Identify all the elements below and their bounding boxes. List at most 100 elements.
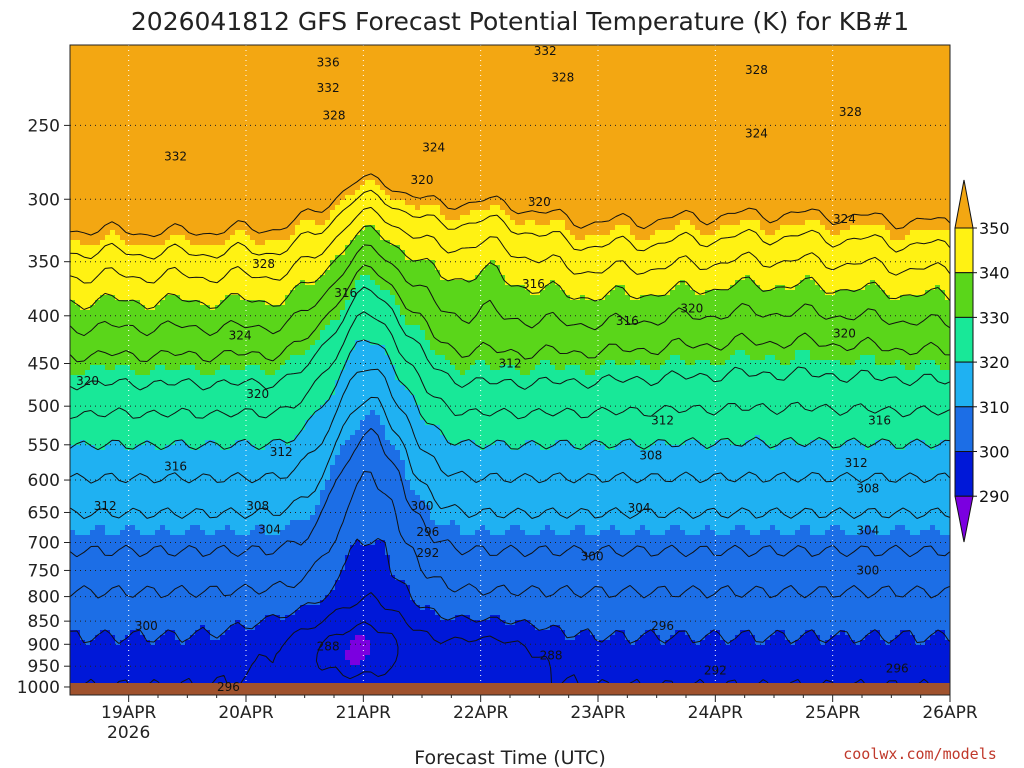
contour-label: 324 (229, 329, 252, 343)
y-tick-label: 900 (28, 635, 60, 655)
contour-312 (70, 396, 950, 520)
contour-label: 288 (317, 640, 340, 654)
y-tick-label: 1000 (17, 678, 60, 698)
contour-label: 316 (522, 277, 545, 291)
contour-label: 312 (651, 414, 674, 428)
contour-label: 316 (164, 459, 187, 473)
colorbar-top-arrow (954, 179, 974, 229)
chart-title: 2026041812 GFS Forecast Potential Temper… (131, 7, 909, 36)
contour-label: 312 (499, 357, 522, 371)
contour-label: 336 (317, 55, 340, 69)
contour-label: 300 (411, 499, 434, 513)
x-axis: 19APR 20APR 21APR 22APR 23APR 24APR 25APR 26APR… (101, 695, 978, 743)
x-year-label: 2026 (107, 723, 150, 743)
contour-label: 304 (258, 523, 281, 537)
contour-300 (70, 537, 950, 644)
colorbar-label: 340 (979, 264, 1010, 283)
contour-label: 296 (886, 661, 909, 675)
y-tick-label: 250 (28, 116, 60, 136)
y-tick-label: 950 (28, 657, 60, 677)
contour-label: 320 (680, 302, 703, 316)
contour-label: 304 (628, 501, 651, 515)
contour-label: 308 (856, 482, 879, 496)
contour-336 (70, 244, 950, 337)
contour-label: 296 (217, 680, 240, 694)
colorbar-segment (954, 227, 974, 274)
colorbar-label: 320 (979, 353, 1010, 372)
colorbar-segment (954, 361, 974, 408)
contour-label: 312 (94, 499, 117, 513)
colorbar: 350 340 330 320 310 300 290 (954, 179, 1010, 543)
contour-340 (70, 225, 950, 310)
contour-label: 332 (317, 81, 340, 95)
x-tick-label: 26APR (922, 703, 978, 723)
contour-352 (70, 173, 950, 238)
colorbar-segment (954, 316, 974, 363)
y-tick-label: 850 (28, 612, 60, 632)
y-tick-label: 650 (28, 503, 60, 523)
colorbar-label: 350 (979, 219, 1010, 238)
contour-label: 328 (252, 257, 275, 271)
contour-label: 328 (839, 105, 862, 119)
contour-label: 324 (833, 212, 856, 226)
contour-labels: 336 332 328 332 324 320 332 328 320 328 324 328 324 3… (76, 44, 909, 694)
contour-label: 320 (411, 173, 434, 187)
contour-324 (70, 311, 950, 420)
x-tick-label: 20APR (218, 703, 274, 723)
contour-lines (70, 173, 950, 695)
x-tick-label: 19APR (101, 703, 157, 723)
contour-304 (70, 471, 950, 599)
contour-label: 320 (528, 195, 551, 209)
contour-label: 300 (581, 550, 604, 564)
contour-label: 300 (135, 619, 158, 633)
colorbar-label: 300 (979, 443, 1010, 462)
colorbar-segment (954, 451, 974, 497)
contour-label: 312 (845, 456, 868, 470)
contour-label: 328 (745, 63, 768, 77)
x-tick-label: 24APR (688, 703, 744, 723)
contour-label: 304 (856, 524, 879, 538)
contour-label: 292 (416, 546, 439, 560)
contour-label: 296 (416, 525, 439, 539)
y-tick-label: 600 (28, 471, 60, 491)
terrain-strip (70, 683, 950, 695)
gridlines (70, 45, 950, 695)
contour-292 (315, 621, 399, 680)
y-axis: 250 300 350 400 450 500 550 600 650 700 750 800 850 9… (17, 116, 70, 698)
y-tick-label: 800 (28, 588, 60, 608)
shaded-bands (70, 45, 950, 695)
contour-label: 332 (534, 44, 557, 58)
y-tick-label: 300 (28, 190, 60, 210)
y-tick-label: 400 (28, 307, 60, 327)
contour-label: 324 (422, 140, 445, 154)
contour-label: 316 (616, 314, 639, 328)
x-tick-label: 25APR (805, 703, 861, 723)
y-tick-label: 500 (28, 397, 60, 417)
contour-label: 328 (551, 70, 574, 84)
contour-label: 316 (868, 414, 891, 428)
x-tick-label: 21APR (336, 703, 392, 723)
x-tick-label: 23APR (570, 703, 626, 723)
contour-348 (70, 189, 950, 260)
x-axis-label: Forecast Time (UTC) (414, 747, 605, 768)
colorbar-segment (954, 406, 974, 452)
contour-label: 316 (334, 286, 357, 300)
contour-label: 312 (270, 445, 293, 459)
y-tick-label: 700 (28, 533, 60, 553)
y-tick-label: 750 (28, 561, 60, 581)
contour-label: 296 (651, 619, 674, 633)
contour-332 (70, 264, 950, 363)
colorbar-label: 310 (979, 398, 1010, 417)
contour-label: 332 (164, 150, 187, 164)
contour-label: 308 (639, 449, 662, 463)
contour-label: 320 (246, 387, 269, 401)
contour-label: 328 (323, 109, 346, 123)
contour-label: 288 (540, 648, 563, 662)
y-tick-label: 550 (28, 436, 60, 456)
colorbar-label: 330 (979, 308, 1010, 327)
contour-328 (70, 286, 950, 391)
colorbar-segment (954, 272, 974, 318)
y-tick-label: 350 (28, 253, 60, 273)
contour-label: 300 (856, 563, 879, 577)
